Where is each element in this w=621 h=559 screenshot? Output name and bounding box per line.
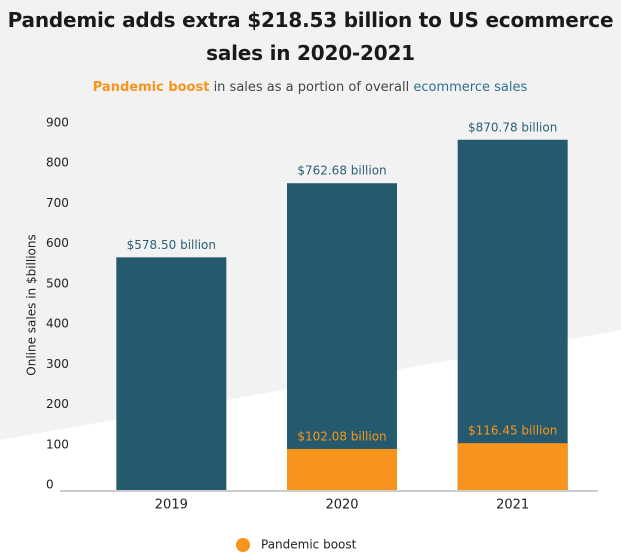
bar — [287, 448, 397, 490]
y-tick-label: 100 — [46, 437, 69, 451]
legend-decoration — [351, 534, 373, 556]
x-tick-label: 2021 — [496, 498, 529, 513]
bar — [116, 257, 227, 490]
data-label: $762.68 billion — [297, 164, 386, 178]
y-tick-label: 700 — [46, 196, 69, 210]
x-tick-label: 2019 — [155, 498, 188, 513]
bar — [457, 443, 568, 490]
data-label: $578.50 billion — [127, 238, 216, 252]
y-tick-label: 800 — [46, 156, 69, 170]
subtitle-text: in sales as a portion of overall — [209, 80, 413, 95]
data-label: $102.08 billion — [297, 429, 386, 443]
legend-marker — [236, 538, 250, 552]
y-tick-label: 400 — [46, 317, 69, 331]
data-label: $116.45 billion — [468, 424, 557, 438]
chart-title: Pandemic adds extra $218.53 billion to U… — [7, 8, 614, 65]
x-tick-label: 2020 — [325, 498, 358, 513]
data-label: $870.78 billion — [468, 120, 557, 134]
y-tick-label: 300 — [46, 357, 69, 371]
y-tick-label: 200 — [46, 397, 69, 411]
y-tick-label: 900 — [46, 116, 69, 130]
y-tick-label: 0 — [46, 478, 54, 492]
y-tick-label: 600 — [46, 236, 69, 250]
legend-label: Pandemic boost — [261, 538, 357, 552]
y-tick-label: 500 — [46, 276, 69, 290]
bar — [287, 183, 397, 490]
subtitle-highlight: ecommerce sales — [413, 80, 527, 95]
y-axis-label: Online sales in $billions — [25, 234, 39, 375]
chart-subtitle: Pandemic boost in sales as a portion of … — [93, 80, 528, 95]
bar — [457, 139, 568, 490]
subtitle-highlight: Pandemic boost — [93, 80, 210, 95]
